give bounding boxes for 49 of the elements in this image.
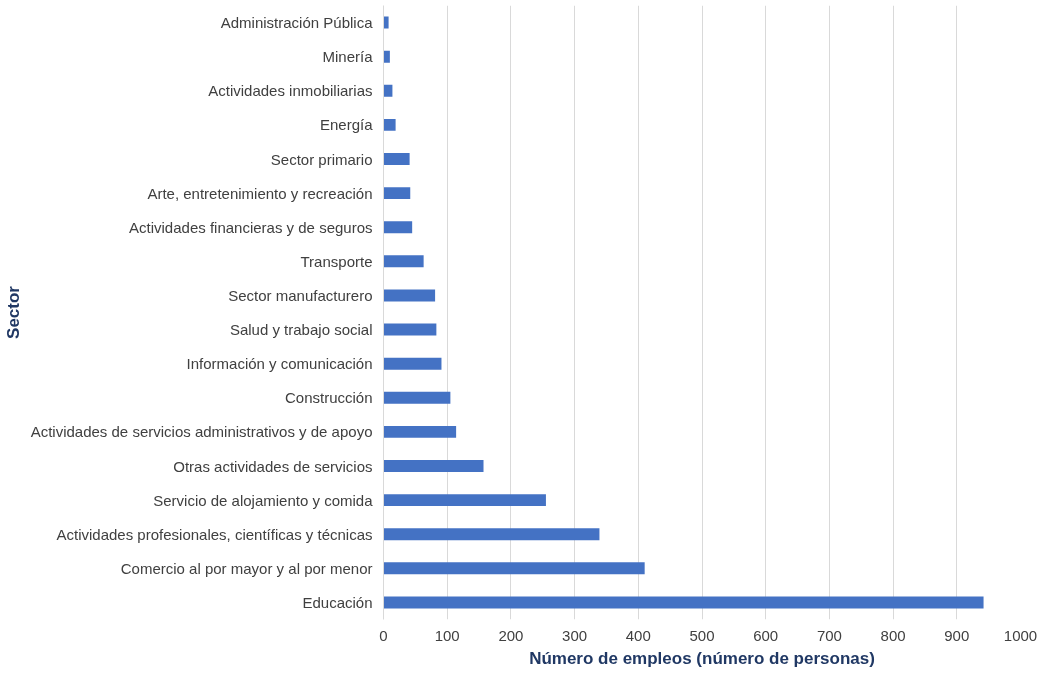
x-tick-label: 100 xyxy=(434,626,460,644)
y-tick-label: Actividades financieras y de seguros xyxy=(129,218,373,236)
bar xyxy=(383,187,411,200)
x-tick-label: 0 xyxy=(379,626,388,644)
y-tick-label: Sector manufacturero xyxy=(228,286,373,304)
x-tick-label: 600 xyxy=(753,626,779,644)
x-tick-label: 200 xyxy=(498,626,524,644)
bar xyxy=(383,289,436,302)
bar xyxy=(383,494,546,507)
y-tick-label: Actividades inmobiliarias xyxy=(208,82,373,100)
bar xyxy=(383,323,437,336)
bar xyxy=(383,425,457,438)
bar xyxy=(383,50,390,63)
x-tick-label: 900 xyxy=(944,626,970,644)
y-tick-label: Minería xyxy=(322,48,374,66)
x-tick-label: 1000 xyxy=(1003,626,1038,644)
bar xyxy=(383,596,984,609)
y-tick-label: Actividades de servicios administrativos y de apoyo xyxy=(30,423,373,441)
y-tick-label: Comercio al por mayor y al por menor xyxy=(120,559,373,577)
y-axis-title: Sector xyxy=(3,285,23,339)
x-tick-label: 800 xyxy=(880,626,906,644)
x-axis-title: Número de empleos (número de personas) xyxy=(529,648,875,668)
y-tick-label: Salud y trabajo social xyxy=(229,321,373,339)
y-tick-label: Energía xyxy=(319,116,374,134)
y-tick-label: Otras actividades de servicios xyxy=(173,457,373,475)
bar xyxy=(383,221,413,234)
bar xyxy=(383,528,600,541)
y-tick-label: Información y comunicación xyxy=(186,355,373,373)
x-tick-label: 700 xyxy=(816,626,842,644)
bar xyxy=(383,118,396,131)
y-tick-label: Sector primario xyxy=(270,150,373,168)
y-tick-label: Construcción xyxy=(284,389,373,407)
y-tick-label: Arte, entretenimiento y recreación xyxy=(147,184,373,202)
x-tick-label: 500 xyxy=(689,626,715,644)
bar xyxy=(383,562,645,575)
y-tick-label: Actividades profesionales, científicas y técnicas xyxy=(56,525,373,543)
bar xyxy=(383,357,442,370)
y-tick-label: Educación xyxy=(302,593,373,611)
bar xyxy=(383,460,484,472)
y-tick-label: Transporte xyxy=(300,252,373,270)
y-tick-label: Administración Pública xyxy=(220,14,374,32)
bar xyxy=(383,84,393,97)
x-tick-label: 300 xyxy=(562,626,588,644)
bar xyxy=(383,391,451,404)
x-tick-label: 400 xyxy=(625,626,651,644)
bar xyxy=(383,255,424,268)
bar xyxy=(383,153,410,165)
bar xyxy=(383,16,389,29)
y-tick-label: Servicio de alojamiento y comida xyxy=(153,491,374,509)
